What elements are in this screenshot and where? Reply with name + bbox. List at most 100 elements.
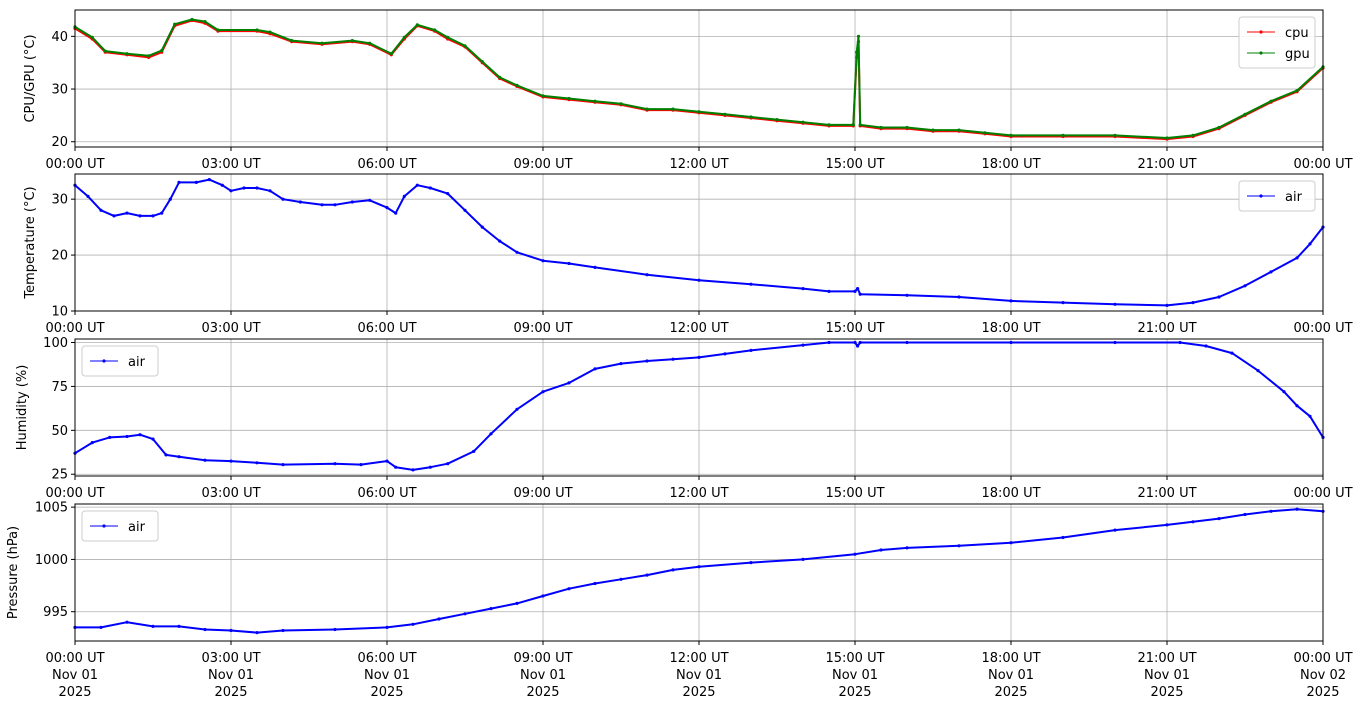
panel-4: 995 1000 1005 00:00 UT Nov 01 2025 03:00 UT Nov… [6,501,1353,700]
data-point-air [801,557,805,562]
data-point-air [858,340,862,345]
data-point-air [472,449,476,453]
data-point-air [1061,535,1065,540]
data-point-gpu [567,96,571,101]
data-point-air [1308,414,1312,418]
data-point-air [567,587,571,591]
series-line-gpu [74,18,1324,139]
data-point-air [480,225,484,229]
data-point-gpu [858,123,862,127]
y-axis-label: CPU/GPU (°C) [23,34,38,122]
data-point-air [801,343,805,347]
data-point-air [255,186,259,190]
data-point-air [151,624,155,629]
data-point-air [498,239,502,243]
x-tick-label: 2025 [58,685,91,700]
x-tick-label: Nov 01 [832,668,878,683]
x-tick-label: 18:00 UT [981,321,1040,336]
data-point-air [1243,512,1247,517]
data-point-air [446,192,450,196]
data-point-air [160,211,164,215]
x-tick-label: 15:00 UT [825,157,884,172]
data-point-air [268,189,272,193]
data-point-air [801,287,805,291]
data-point-air [489,607,493,611]
y-tick-label: 20 [51,249,68,264]
data-point-air [1282,390,1286,394]
data-point-air [298,200,302,204]
x-tick-label: Nov 01 [520,668,566,683]
data-point-air [437,617,441,621]
legend: cpu gpu [1238,16,1316,69]
data-point-air [385,206,389,210]
data-point-air [1295,256,1299,260]
legend-marker-gpu [1259,51,1263,55]
y-tick-label: 75 [51,380,68,395]
x-tick-label: 15:00 UT [825,486,884,501]
panel-2: 10 20 30 00:00 UT 03:00 UT 06:00 UT 09:00 UT 12… [23,173,1353,336]
data-point-air [749,561,753,565]
data-point-air [858,292,862,296]
legend-marker-air [102,359,106,363]
data-point-air [1217,295,1221,299]
x-tick-label: 21:00 UT [1137,157,1196,172]
data-point-air [593,265,597,269]
y-axis-label: Temperature (°C) [23,186,38,299]
y-tick-label: 10 [51,305,68,320]
data-point-air [567,381,571,385]
data-point-gpu [350,39,354,43]
legend-box [81,510,159,542]
data-point-air [749,348,753,352]
x-tick-label: 09:00 UT [513,486,572,501]
data-point-gpu [827,123,831,127]
data-point-gpu [855,50,859,54]
data-point-air [333,627,337,632]
data-point-air [671,357,675,361]
data-point-gpu [645,107,649,111]
data-point-air [411,622,415,626]
data-point-gpu [203,20,207,24]
data-point-air [1009,340,1013,345]
data-point-gpu [415,23,419,27]
data-point-air [112,214,116,218]
data-point-air [108,435,112,439]
x-tick-label: 2025 [1306,685,1339,700]
data-point-air [541,259,545,263]
x-tick-label: 2025 [1150,685,1183,700]
x-tick-label: Nov 02 [1300,668,1346,683]
data-point-air [151,214,155,218]
data-point-air [879,548,883,552]
data-point-gpu [1269,99,1273,103]
data-point-air [446,462,450,466]
data-point-gpu [320,41,324,45]
data-point-gpu [671,107,675,111]
data-point-gpu [1191,133,1195,137]
x-tick-label: 06:00 UT [357,651,416,666]
x-tick-label: 21:00 UT [1137,486,1196,501]
data-point-air [177,180,181,184]
y-tick-label: 30 [51,83,68,98]
x-tick-label: 2025 [526,685,559,700]
data-point-gpu [125,52,129,56]
x-tick-label: 2025 [214,685,247,700]
x-tick-label: 09:00 UT [513,651,572,666]
x-tick-label: 03:00 UT [201,486,260,501]
x-tick-label: 18:00 UT [981,486,1040,501]
data-point-air [1204,344,1208,348]
x-tick-label: 21:00 UT [1137,651,1196,666]
data-point-gpu [515,83,519,87]
data-point-air [619,362,623,366]
panel-1: 20 30 40 00:00 UT 03:00 UT 06:00 UT 09:00 UT 12… [23,9,1353,172]
legend-label-gpu: gpu [1285,47,1310,62]
data-point-air [415,183,419,187]
y-tick-label: 50 [51,424,68,439]
data-point-air [1113,528,1117,532]
y-axis-label: Humidity (%) [15,365,30,451]
data-point-air [281,197,285,201]
data-point-air [220,183,224,187]
data-point-gpu [1243,112,1247,116]
data-point-gpu [1165,136,1169,140]
x-tick-label: Nov 01 [988,668,1034,683]
data-point-gpu [697,110,701,114]
